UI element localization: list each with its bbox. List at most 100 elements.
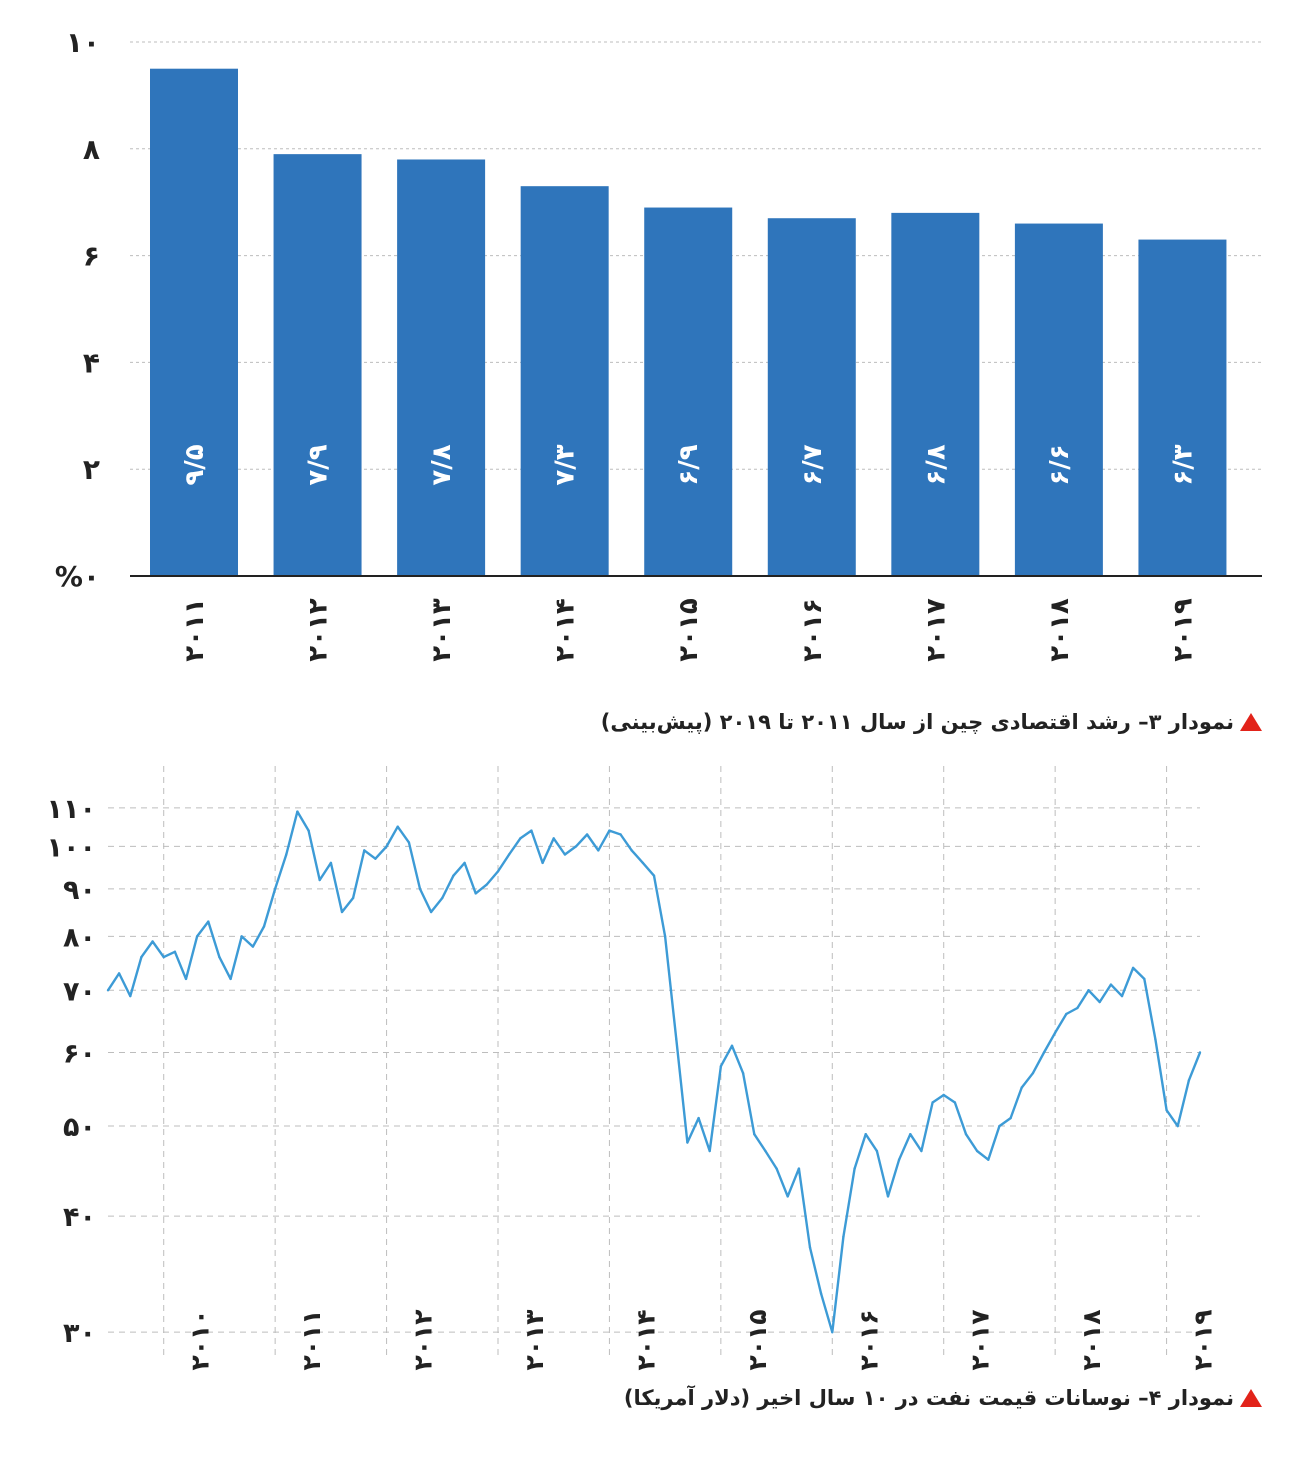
chart1-axes: %۰ ۲ ۴ ۶ ۸ ۱۰ ۲۰۱۱ ۲۰۱۲ ۲۰۱۳ ۲۰۱۴ ۲۰۱۵ ۲۰۱۶ ۲۰۱۷ ۲۰۱۸…: [55, 26, 1262, 662]
chart1-bar: [1014, 223, 1103, 576]
chart2-data-point: [329, 861, 333, 865]
chart2-caption: نمودار ۴– نوسانات قیمت نفت در ۱۰ سال اخی…: [624, 1386, 1262, 1410]
chart2-data-point: [1020, 1086, 1023, 1089]
chart2-data-point: [351, 896, 355, 900]
chart2-data-point: [541, 861, 544, 865]
chart2-data-point: [307, 829, 310, 832]
chart2-xtick-label: ۲۰۱۲: [409, 1309, 438, 1370]
chart2-data-point: [1176, 1124, 1179, 1128]
chart1-bar: [520, 186, 609, 576]
chart1-xtick-label: ۲۰۱۶: [798, 598, 828, 661]
chart2-data-point: [229, 977, 232, 981]
caption-marker-icon: [1240, 1389, 1262, 1407]
chart1-caption-text: نمودار ۳– رشد اقتصادی چین از سال ۲۰۱۱ تا…: [600, 710, 1234, 734]
chart2-data-point: [1165, 1109, 1168, 1112]
chart2-data-point: [441, 896, 444, 900]
chart2-data-point: [407, 841, 411, 844]
chart2-ytick-label: ۱۰۰: [47, 832, 96, 863]
chart1-xtick-label: ۲۰۱۹: [1168, 598, 1198, 662]
chart2-data-point: [418, 887, 422, 891]
chart2-ytick-label: ۵۰: [63, 1112, 96, 1143]
chart2-data-point: [1076, 1006, 1079, 1010]
chart2-data-point: [719, 1065, 723, 1068]
chart2-caption-text: نمودار ۴– نوسانات قیمت نفت در ۱۰ سال اخی…: [623, 1386, 1234, 1410]
chart2-data-point: [207, 920, 210, 923]
chart2-ytick-label: ۴۰: [63, 1202, 96, 1233]
chart2-data-point: [920, 1149, 923, 1153]
chart2-data-point: [151, 940, 154, 943]
chart2-data-point: [1053, 1031, 1057, 1035]
chart1-bar-value-label: ۷/۸: [427, 444, 457, 485]
chart2-data-point: [1031, 1072, 1035, 1075]
chart2-series: [106, 810, 1202, 1334]
chart2-data-point: [819, 1292, 823, 1295]
chart2-data-point: [195, 935, 199, 938]
chart2-data-point: [574, 845, 578, 848]
chart2-data-point: [1120, 994, 1124, 998]
chart2-xtick-label: ۲۰۱۰: [186, 1309, 215, 1370]
chart2-data-point: [585, 833, 589, 836]
chart2-data-point: [942, 1093, 945, 1097]
chart2-data-point: [630, 849, 633, 852]
chart2-xtick-label: ۲۰۱۸: [1077, 1309, 1106, 1370]
chart2-data-point: [530, 829, 533, 832]
chart2-data-point: [1131, 966, 1135, 970]
chart2-data-point: [641, 861, 645, 865]
caption-marker-icon: [1240, 713, 1262, 731]
chart2-data-point: [987, 1158, 990, 1161]
chart2-data-point: [964, 1133, 968, 1136]
oil-price-line-chart: ۲۰۱۰ ۲۰۱۱ ۲۰۱۲ ۲۰۱۳ ۲۰۱۴ ۲۰۱۵ ۲۰۱۶ ۲۰۱۷ ۲۰۱۸ ۲۰۱۹…: [47, 766, 1218, 1371]
chart2-ytick-label: ۶۰: [63, 1038, 96, 1069]
chart2-ytick-label: ۱۱۰: [47, 794, 96, 825]
chart2-data-point: [140, 955, 143, 959]
chart2-data-point: [886, 1195, 890, 1198]
chart1-bar-value-label: ۶/۳: [1168, 444, 1198, 485]
chart1-caption: نمودار ۳– رشد اقتصادی چین از سال ۲۰۱۱ تا…: [601, 710, 1262, 734]
chart2-data-point: [452, 874, 455, 877]
chart2-data-point: [897, 1158, 901, 1161]
chart2-data-point: [797, 1167, 801, 1170]
chart2-ytick-label: ۸۰: [63, 922, 96, 953]
gdp-growth-bar-chart: ۹/۵ ۷/۹ ۷/۸ ۷/۳ ۶/۹ ۶/۷ ۶/۸ ۶/۶ ۶/۳ %۰ ۲ ۴ ۶ ۸ ۱۰ ۲۰۱۱…: [55, 26, 1262, 662]
chart2-data-point: [1109, 983, 1113, 986]
chart2-data-point: [240, 935, 243, 938]
chart2-data-point: [1087, 989, 1090, 992]
chart2-data-point: [909, 1133, 912, 1136]
chart2-data-point: [318, 878, 321, 882]
chart2-data-point: [1042, 1051, 1046, 1054]
chart2-data-point: [273, 887, 277, 891]
chart2-data-point: [396, 825, 399, 828]
chart2-data-point: [563, 853, 567, 856]
chart2-data-point: [697, 1116, 700, 1120]
chart2-data-point: [741, 1072, 745, 1075]
chart1-bar: [397, 159, 486, 577]
chart1-xtick-label: ۲۰۱۱: [180, 598, 210, 661]
chart2-data-point: [652, 874, 656, 877]
chart1-ytick-label: ۴: [83, 346, 100, 379]
chart2-data-point: [708, 1149, 711, 1153]
chart2-data-point: [842, 1235, 845, 1239]
chart2-data-point: [162, 955, 165, 959]
chart2-data-point: [296, 810, 299, 813]
chart2-data-point: [285, 853, 288, 856]
chart1-bars: ۹/۵ ۷/۹ ۷/۸ ۷/۳ ۶/۹ ۶/۷ ۶/۸ ۶/۶ ۶/۳: [150, 68, 1227, 577]
chart1-xtick-label: ۲۰۱۸: [1045, 598, 1075, 662]
chart1-bar-value-label: ۶/۹: [674, 444, 704, 485]
chart2-data-point: [117, 972, 121, 975]
chart2-data-point: [931, 1101, 934, 1104]
chart2-data-point: [786, 1195, 789, 1198]
chart2-xtick-label: ۲۰۱۳: [520, 1309, 549, 1370]
chart2-data-point: [474, 892, 477, 895]
chart2-data-point: [1187, 1079, 1191, 1082]
chart2-data-point: [519, 837, 522, 840]
chart2-data-point: [463, 861, 466, 865]
chart2-data-point: [340, 910, 344, 914]
chart2-data-point: [831, 1331, 834, 1334]
chart2-data-point: [730, 1044, 734, 1048]
chart2-xtick-label: ۲۰۱۶: [854, 1309, 883, 1370]
chart2-data-point: [485, 883, 489, 886]
chart2-gridlines: [108, 766, 1200, 1360]
chart2-xtick-label: ۲۰۱۷: [966, 1309, 995, 1370]
chart2-data-point: [975, 1149, 979, 1153]
chart2-data-point: [173, 950, 177, 953]
